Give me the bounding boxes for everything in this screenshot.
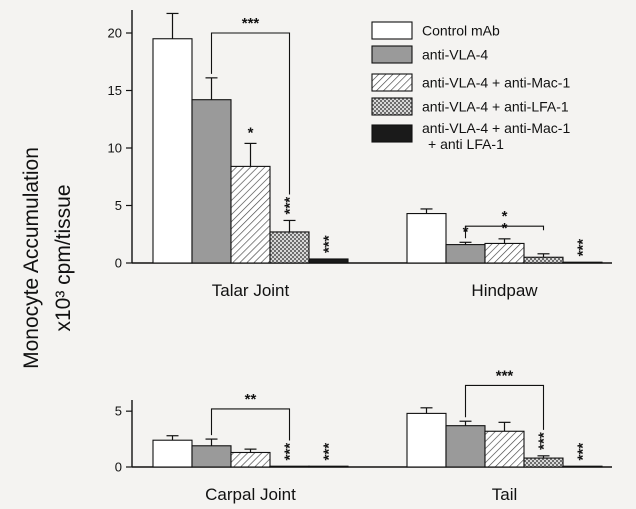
significance-label: *** [575,239,592,257]
bar [562,465,603,468]
bar [230,165,271,264]
legend-swatch [371,73,413,92]
y-tick-label: 0 [115,460,122,475]
significance-bracket [464,384,545,430]
bar [152,439,193,468]
y-axis-title: Monocyte Accumulation x10³ cpm/tissue [20,147,75,369]
y-tick-label: 10 [108,141,122,156]
significance-label: * [248,124,254,141]
bracket-label: ** [245,391,257,408]
bar [308,258,349,264]
legend-label: anti-VLA-4 + anti-Mac-1 [422,120,570,136]
y-tick-label: 5 [115,198,122,213]
bar [269,465,310,468]
significance-label: *** [536,432,553,450]
bar [562,261,603,264]
significance-bracket [464,225,545,239]
legend: Control mAb anti-VLA-4 anti-VLA-4 + anti-M… [371,21,570,152]
y-tick-label: 5 [115,404,122,419]
bar [308,465,349,468]
y-tick-label: 15 [108,83,122,98]
bar [152,38,193,264]
y-axis-title-line2: x10³ cpm/tissue [52,184,75,331]
category-label: Talar Joint [212,281,290,300]
bar [406,412,447,468]
bar [269,231,310,264]
significance-label: *** [321,235,338,253]
significance-label: *** [282,443,299,461]
bar [191,99,232,264]
y-axis-title-line1: Monocyte Accumulation [20,147,43,369]
bracket-label: *** [496,367,514,384]
significance-label: *** [321,443,338,461]
bar [523,256,564,264]
legend-label: anti-VLA-4 + anti-Mac-1 [422,75,570,91]
legend-label: Control mAb [422,23,500,39]
significance-bracket [210,32,291,195]
legend-label: anti-VLA-4 + anti-LFA-1 [422,99,569,115]
bottom-panel: 05*** ***Carpal Joint******Tail***** [115,367,612,504]
y-tick-label: 0 [115,256,122,271]
category-label: Tail [492,485,518,504]
significance-label: *** [282,197,299,215]
bar [484,242,525,264]
significance-label: * [502,220,508,237]
legend-label: anti-VLA-4 [422,47,488,63]
bar [406,213,447,264]
significance-bracket [210,408,291,441]
bar [445,425,486,468]
bar [445,244,486,264]
legend-swatch [371,21,413,40]
legend-swatch [371,97,413,116]
bracket-label: *** [242,15,260,32]
bracket-label: * [502,208,508,225]
significance-label: *** [575,443,592,461]
legend-label: + anti LFA-1 [428,136,504,152]
legend-swatch [371,45,413,64]
legend-swatch [371,124,413,143]
bar [523,457,564,468]
bar [484,430,525,468]
bar [191,445,232,468]
category-label: Carpal Joint [205,485,296,504]
bar [230,451,271,468]
y-tick-label: 20 [108,26,122,41]
category-label: Hindpaw [471,281,538,300]
